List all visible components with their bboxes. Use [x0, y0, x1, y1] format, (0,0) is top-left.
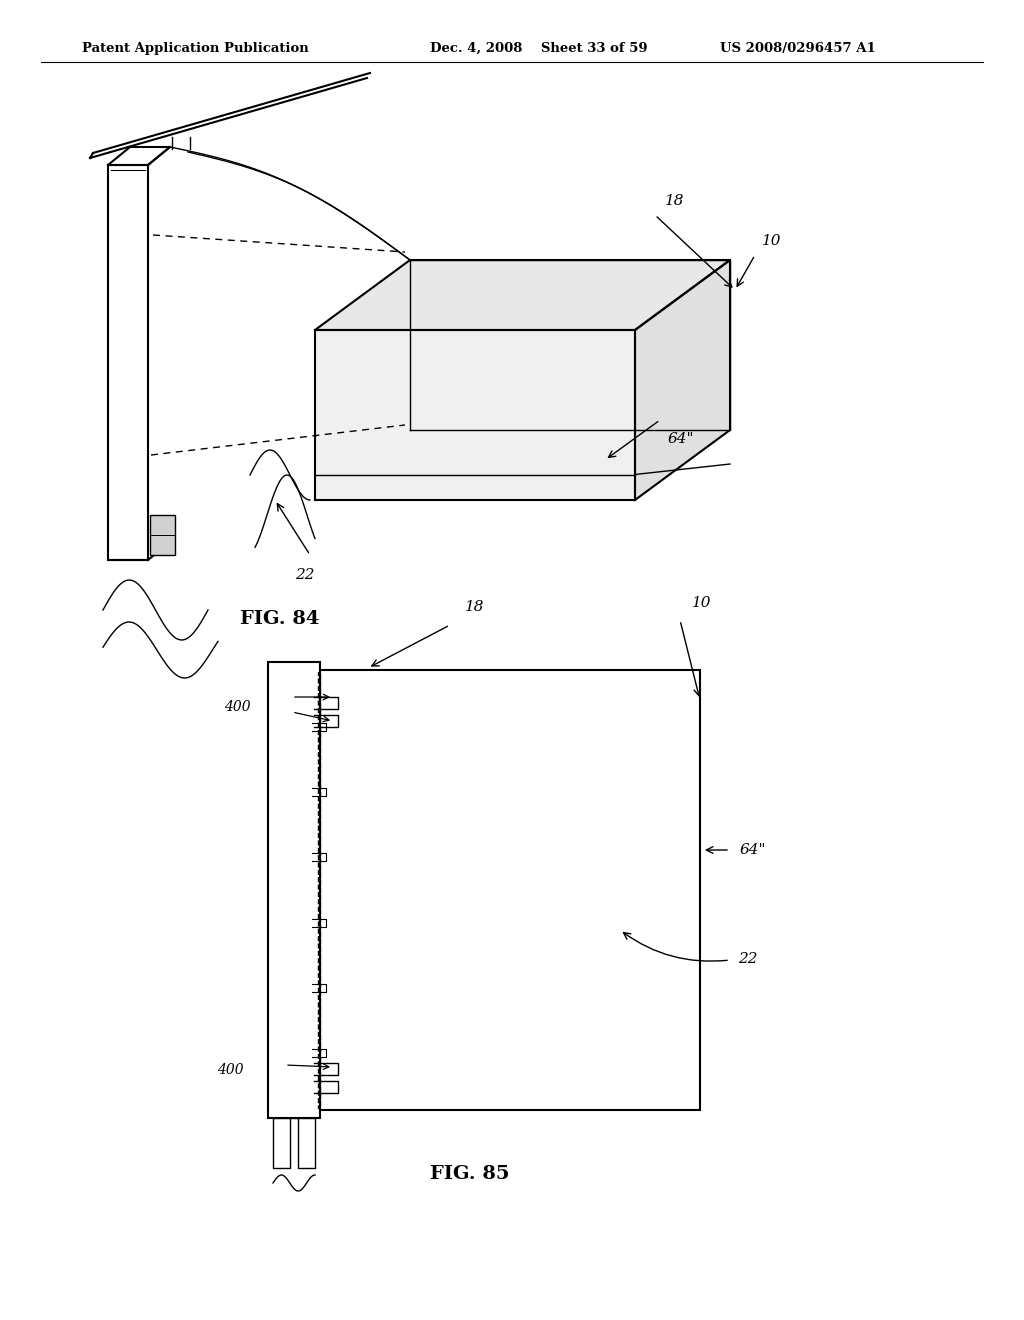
Polygon shape: [410, 260, 730, 430]
Bar: [318, 671, 700, 1110]
Text: FIG. 85: FIG. 85: [430, 1166, 510, 1183]
Bar: [150, 515, 175, 554]
Text: 10: 10: [692, 597, 712, 610]
Text: 18: 18: [665, 194, 684, 209]
Text: 400: 400: [217, 1063, 244, 1077]
Polygon shape: [635, 260, 730, 500]
Text: 22: 22: [295, 568, 314, 582]
Text: 10: 10: [762, 234, 781, 248]
Bar: [318, 672, 319, 1107]
Text: Patent Application Publication: Patent Application Publication: [82, 42, 309, 55]
Text: 400: 400: [224, 700, 251, 714]
Text: Dec. 4, 2008    Sheet 33 of 59: Dec. 4, 2008 Sheet 33 of 59: [430, 42, 647, 55]
Polygon shape: [315, 260, 730, 330]
Text: FIG. 84: FIG. 84: [241, 610, 319, 628]
Text: 64": 64": [668, 432, 694, 446]
Bar: [268, 663, 319, 1118]
Text: US 2008/0296457 A1: US 2008/0296457 A1: [720, 42, 876, 55]
Text: 64": 64": [740, 843, 767, 857]
Polygon shape: [315, 330, 635, 500]
Text: 22: 22: [738, 952, 758, 966]
Text: 18: 18: [465, 601, 484, 614]
